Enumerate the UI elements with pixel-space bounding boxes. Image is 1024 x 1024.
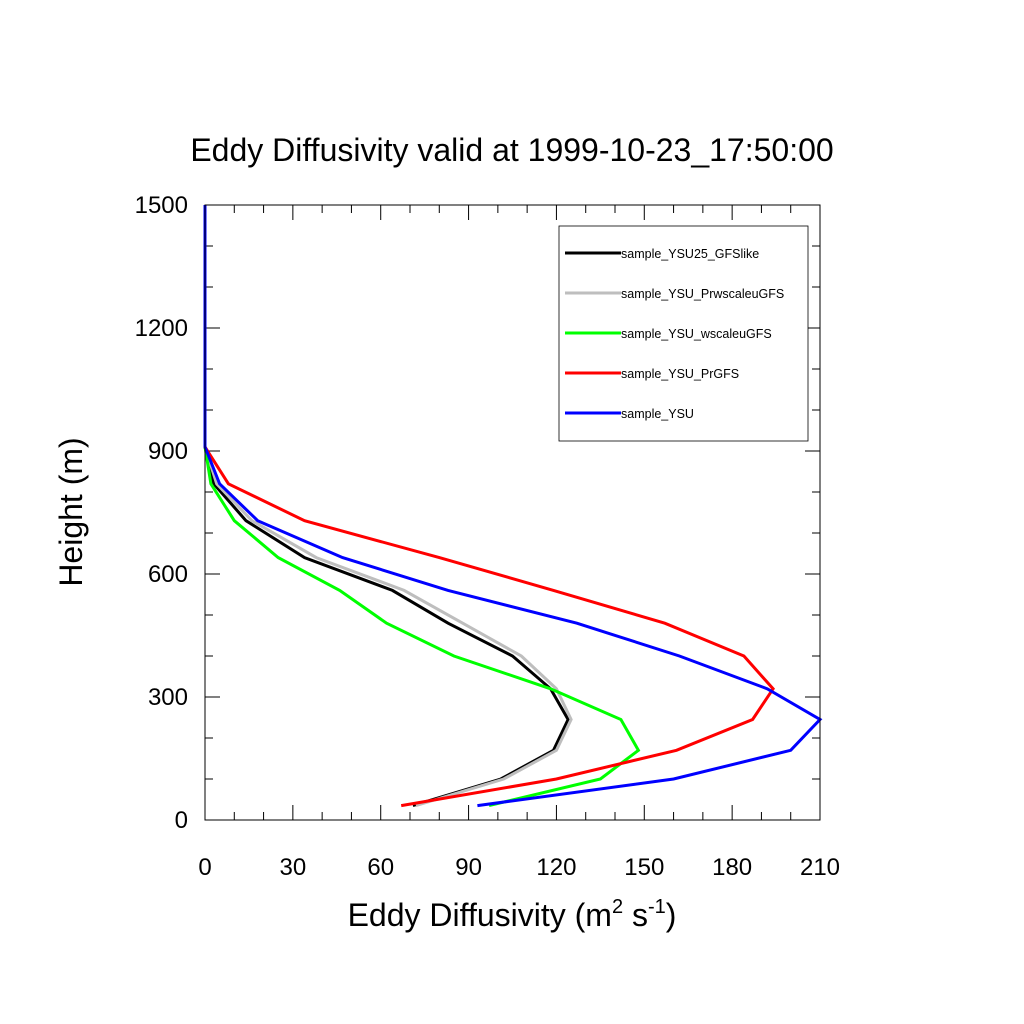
x-tick-label: 180 [712,854,752,881]
x-axis-label-sup2: -1 [648,896,666,918]
legend-label: sample_YSU_wscaleuGFS [621,327,772,341]
plot-frame [204,204,821,821]
x-axis-label-end: ) [666,897,677,933]
y-tick-label: 1500 [135,192,188,219]
x-axis-label-main: Eddy Diffusivity (m [348,897,612,933]
legend: sample_YSU25_GFSlike sample_YSU_Prwscaleu… [558,225,809,442]
y-tick-labels: 0 300 600 900 1200 1500 [135,192,188,834]
y-tick-label: 0 [175,807,188,834]
y-tick-label: 900 [148,438,188,465]
x-tick-label: 0 [198,854,211,881]
legend-label: sample_YSU_PrwscaleuGFS [621,287,784,301]
x-tick-label: 30 [280,854,307,881]
y-axis-label: Height (m) [53,437,89,586]
x-tick-label: 120 [536,854,576,881]
y-tick-label: 600 [148,561,188,588]
legend-label: sample_YSU25_GFSlike [621,247,759,261]
chart-title: Eddy Diffusivity valid at 1999-10-23_17:… [190,132,833,168]
x-axis-label-mid: s [623,897,648,933]
legend-label: sample_YSU_PrGFS [621,367,739,381]
x-tick-label: 90 [455,854,482,881]
x-tick-labels: 0 30 60 90 120 150 180 210 [198,854,840,881]
x-tick-label: 60 [367,854,394,881]
y-tick-label: 1200 [135,315,188,342]
legend-label: sample_YSU [621,407,694,421]
x-axis-label: Eddy Diffusivity (m2 s-1) [348,896,677,933]
x-tick-label: 210 [800,854,840,881]
x-tick-label: 150 [624,854,664,881]
x-axis-label-sup1: 2 [612,896,623,918]
y-tick-label: 300 [148,684,188,711]
